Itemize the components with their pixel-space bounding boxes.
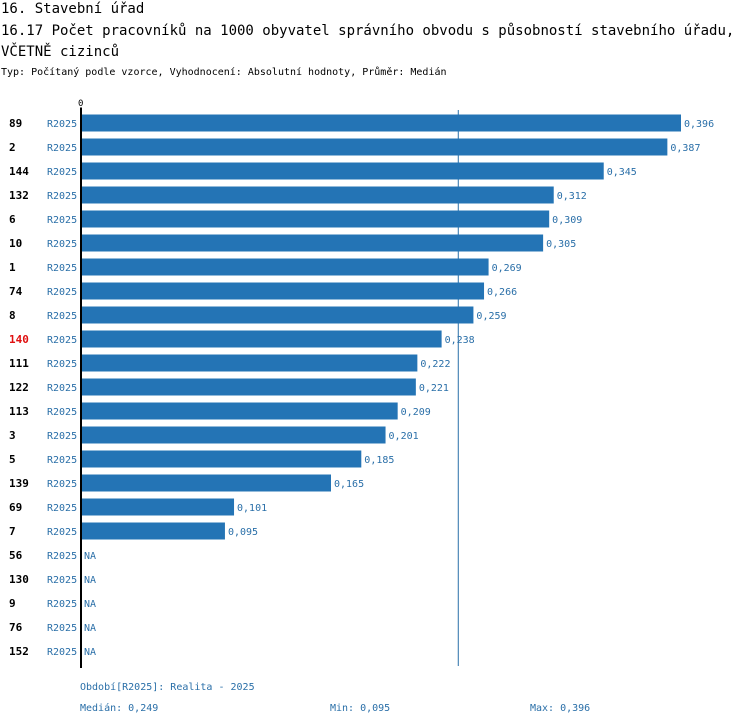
footer-min: Min: 0,095 [330,703,391,714]
period-label: R2025 [47,455,77,466]
period-label: R2025 [47,575,77,586]
bar [81,306,474,324]
value-label: NA [84,551,96,562]
category-label: 113 [9,405,29,418]
bar [81,474,331,492]
value-label: NA [84,575,96,586]
category-label: 5 [9,453,16,466]
value-label: 0,259 [476,311,506,322]
category-label: 8 [9,309,16,322]
bar [81,186,554,204]
value-label: 0,305 [546,239,576,250]
value-label: 0,209 [401,407,431,418]
category-label: 10 [9,237,22,250]
period-label: R2025 [47,407,77,418]
section-heading: 16. Stavební úřad [1,1,145,17]
value-label: 0,269 [492,263,522,274]
period-label: R2025 [47,527,77,538]
value-label: 0,312 [557,191,587,202]
bar [81,210,550,228]
bar [81,450,362,468]
value-label: 0,238 [445,335,475,346]
value-label: NA [84,647,96,658]
period-label: R2025 [47,287,77,298]
value-label: 0,165 [334,479,364,490]
category-label: 76 [9,621,23,634]
category-label: 7 [9,525,16,538]
period-label: R2025 [47,143,77,154]
bar [81,426,386,444]
category-label: 139 [9,477,29,490]
value-label: 0,221 [419,383,449,394]
period-label: R2025 [47,479,77,490]
bar [81,330,442,348]
value-label: 0,101 [237,503,267,514]
period-label: R2025 [47,383,77,394]
bar [81,234,544,252]
category-label: 89 [9,117,22,130]
bar [81,498,235,516]
category-label: 132 [9,189,29,202]
period-label: R2025 [47,647,77,658]
period-label: R2025 [47,119,77,130]
period-label: R2025 [47,167,77,178]
period-label: R2025 [47,215,77,226]
period-label: R2025 [47,431,77,442]
value-label: NA [84,623,96,634]
category-label: 122 [9,381,29,394]
category-label: 6 [9,213,16,226]
period-label: R2025 [47,191,77,202]
category-label: 111 [9,357,29,370]
bar [81,114,681,132]
category-label: 74 [9,285,23,298]
period-label: R2025 [47,503,77,514]
period-label: R2025 [47,359,77,370]
category-label: 152 [9,645,29,658]
value-label: NA [84,599,96,610]
bar [81,378,416,396]
category-label: 56 [9,549,23,562]
category-label: 1 [9,261,16,274]
category-label: 140 [9,333,29,346]
axis-tick-label: 0 [78,99,83,109]
period-label: R2025 [47,263,77,274]
value-label: 0,396 [684,119,714,130]
period-label: R2025 [47,311,77,322]
bar [81,522,225,540]
category-label: 9 [9,597,16,610]
bar [81,162,604,180]
bar [81,402,398,420]
value-label: 0,387 [670,143,700,154]
category-label: 130 [9,573,29,586]
period-label: R2025 [47,599,77,610]
value-label: 0,185 [364,455,394,466]
value-label: 0,201 [389,431,419,442]
value-label: 0,095 [228,527,258,538]
category-label: 2 [9,141,16,154]
period-label: R2025 [47,239,77,250]
category-label: 69 [9,501,22,514]
footer-max: Max: 0,396 [530,703,591,714]
value-label: 0,222 [420,359,450,370]
period-label: R2025 [47,623,77,634]
footer-median: Medián: 0,249 [80,703,159,714]
footer-period: Období[R2025]: Realita - 2025 [80,682,255,693]
bar [81,282,485,300]
category-label: 144 [9,165,29,178]
bar [81,258,489,276]
bar [81,138,668,156]
value-label: 0,345 [607,167,637,178]
bar [81,354,418,372]
value-label: 0,266 [487,287,517,298]
value-label: 0,309 [552,215,582,226]
chart-subtitle: Typ: Počítaný podle vzorce, Vyhodnocení:… [1,67,447,78]
category-label: 3 [9,429,16,442]
chart-title: 16.17 Počet pracovníků na 1000 obyvatel … [1,23,735,60]
period-label: R2025 [47,335,77,346]
period-label: R2025 [47,551,77,562]
